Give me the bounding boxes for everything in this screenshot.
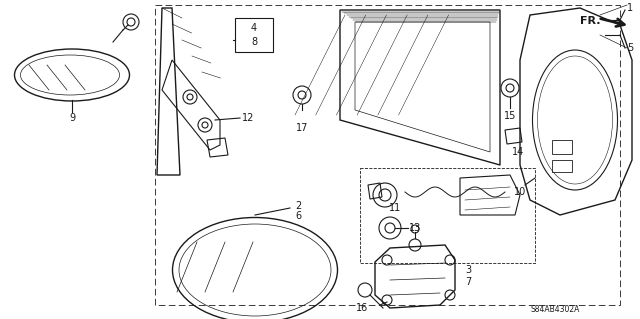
Text: 2: 2	[295, 201, 301, 211]
Text: 14: 14	[512, 147, 524, 157]
Text: 15: 15	[504, 111, 516, 121]
Text: 13: 13	[409, 223, 421, 233]
Text: S84AB4302A: S84AB4302A	[531, 306, 580, 315]
Text: 1: 1	[627, 3, 633, 13]
Text: 12: 12	[242, 113, 254, 123]
Text: FR.: FR.	[580, 16, 600, 26]
Text: 16: 16	[356, 303, 368, 313]
Text: 3: 3	[465, 265, 471, 275]
Text: 4: 4	[251, 23, 257, 33]
Text: 7: 7	[465, 277, 471, 287]
Text: 5: 5	[627, 43, 633, 53]
Text: 8: 8	[251, 37, 257, 47]
Text: 11: 11	[389, 203, 401, 213]
Text: 9: 9	[69, 113, 75, 123]
Text: 17: 17	[296, 123, 308, 133]
Text: 10: 10	[514, 187, 526, 197]
Text: 6: 6	[295, 211, 301, 221]
